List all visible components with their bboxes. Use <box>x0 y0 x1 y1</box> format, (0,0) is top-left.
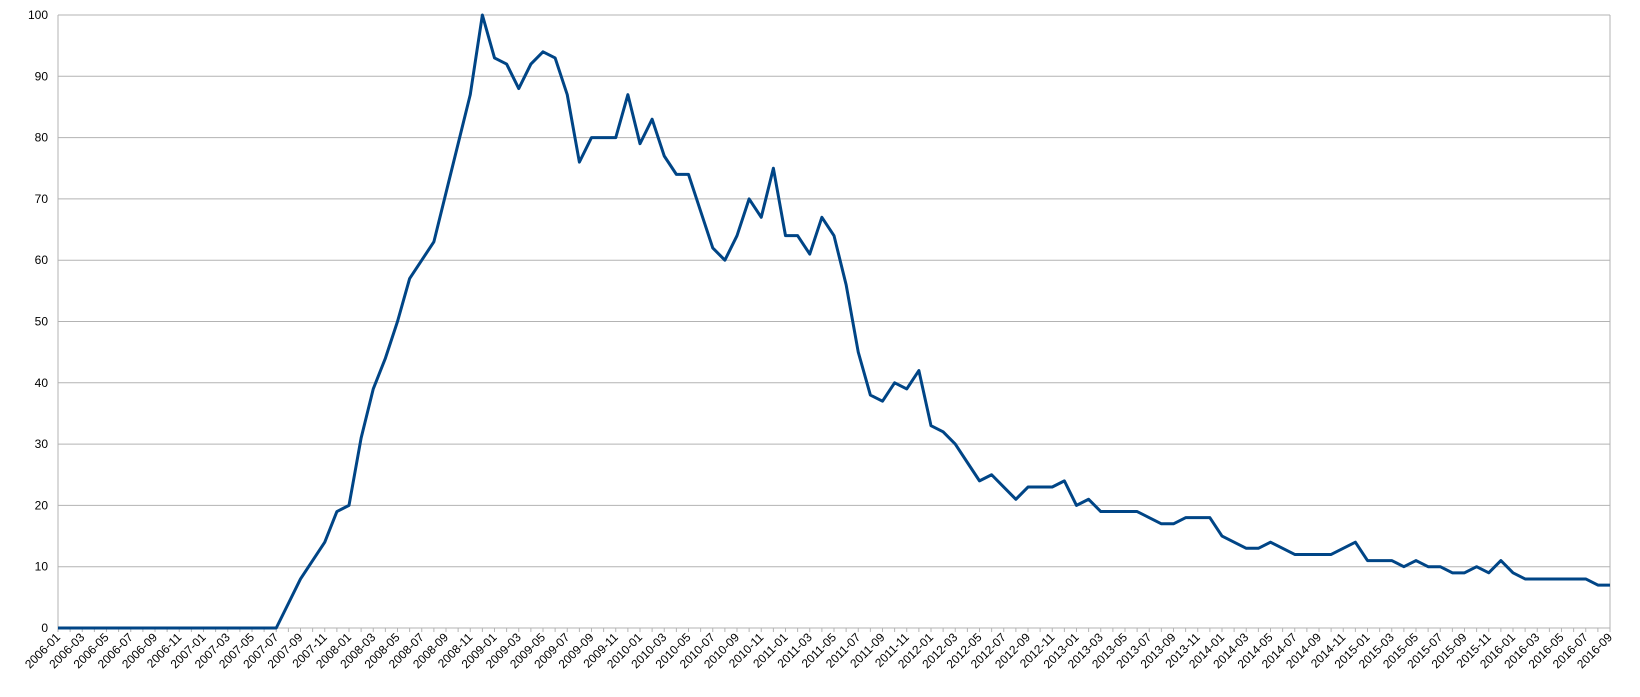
y-tick-label: 10 <box>35 560 49 574</box>
y-tick-label: 90 <box>35 69 49 83</box>
y-tick-label: 30 <box>35 437 49 451</box>
y-tick-label: 0 <box>41 621 48 635</box>
y-tick-label: 60 <box>35 253 49 267</box>
y-tick-label: 40 <box>35 376 49 390</box>
y-tick-label: 50 <box>35 315 49 329</box>
data-line <box>58 13 1610 630</box>
y-tick-label: 20 <box>35 498 49 512</box>
y-tick-label: 100 <box>28 8 48 22</box>
y-tick-label: 70 <box>35 192 49 206</box>
y-tick-label: 80 <box>35 131 49 145</box>
